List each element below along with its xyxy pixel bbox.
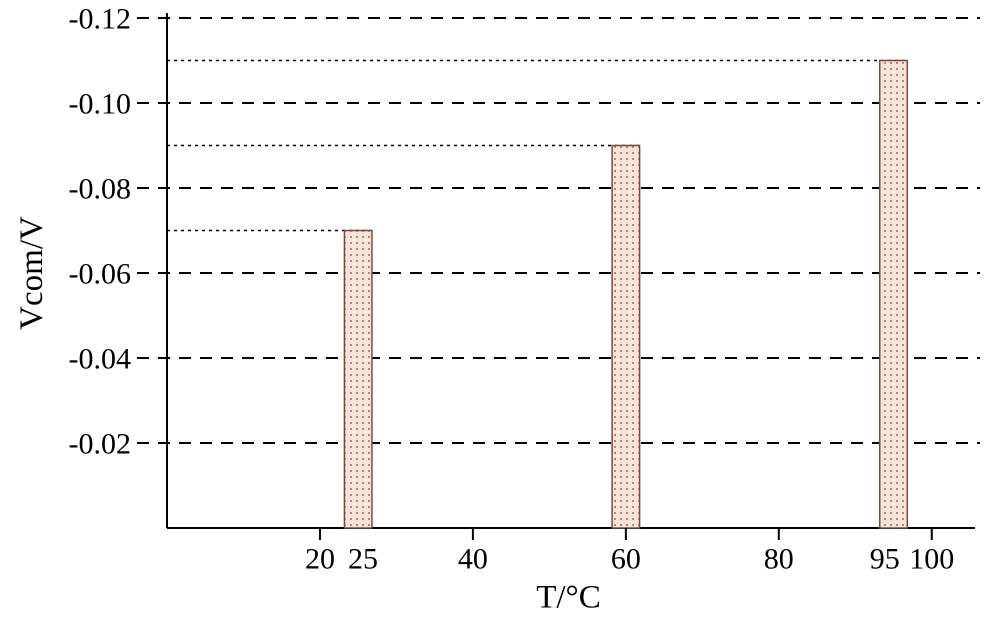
- x-extra-label: 95: [870, 543, 900, 576]
- chart-bg: [0, 0, 1000, 623]
- y-tick-label: -0.12: [69, 3, 132, 36]
- x-extra-label: 25: [348, 543, 378, 576]
- x-tick-label: 60: [611, 543, 641, 576]
- y-axis-label: Vcom/V: [14, 216, 50, 330]
- x-axis-label: T/°C: [536, 580, 601, 616]
- x-tick-label: 20: [305, 543, 335, 576]
- x-tick-label: 100: [909, 543, 954, 576]
- chart-container: 20 40 60 80 100 25 95 T/°C -0.12 -0.10 -0.08 -0.06 -…: [0, 0, 1000, 623]
- bar: [880, 61, 908, 529]
- y-tick-label: -0.04: [69, 343, 132, 376]
- bar: [344, 231, 372, 529]
- y-tick-label: -0.10: [69, 88, 132, 121]
- y-tick-label: -0.02: [69, 428, 132, 461]
- x-tick-label: 80: [764, 543, 794, 576]
- y-tick-label: -0.06: [69, 258, 132, 291]
- bar-chart: 20 40 60 80 100 25 95 T/°C -0.12 -0.10 -0.08 -0.06 -…: [0, 0, 1000, 623]
- x-tick-label: 40: [458, 543, 488, 576]
- y-tick-label: -0.08: [69, 173, 132, 206]
- bar: [612, 146, 640, 529]
